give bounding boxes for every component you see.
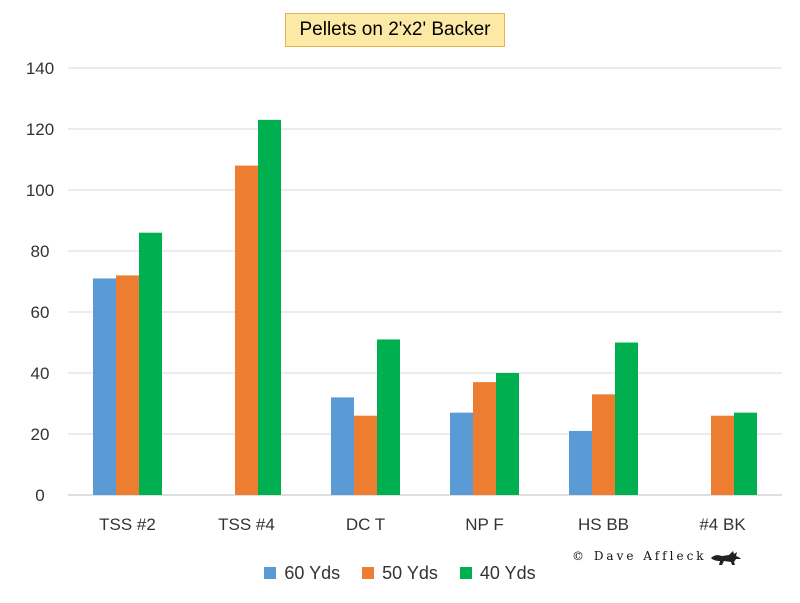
bar-40-yds: [496, 373, 519, 495]
bar-40-yds: [615, 342, 638, 495]
bar-40-yds: [139, 232, 162, 495]
x-tick-label: TSS #2: [99, 515, 156, 534]
bar-40-yds: [734, 412, 757, 495]
bar-60-yds: [93, 278, 116, 495]
x-tick-label: HS BB: [578, 515, 629, 534]
y-tick-label: 100: [26, 181, 54, 200]
y-tick-label: 20: [31, 425, 50, 444]
legend-label: 60 Yds: [284, 562, 341, 583]
y-tick-label: 140: [26, 59, 54, 78]
y-tick-label: 60: [31, 303, 50, 322]
legend-item: 50 Yds: [362, 563, 438, 584]
bar-60-yds: [450, 412, 473, 495]
x-tick-label: NP F: [465, 515, 503, 534]
bar-50-yds: [116, 275, 139, 495]
watermark-text: © Dave Affleck: [572, 549, 707, 563]
legend-label: 50 Yds: [382, 562, 438, 583]
bar-50-yds: [354, 415, 377, 495]
chart-legend: 60 Yds 50 Yds 40 Yds: [0, 558, 800, 588]
bar-60-yds: [331, 397, 354, 495]
bar-50-yds: [711, 415, 734, 495]
legend-item: 40 Yds: [459, 562, 536, 584]
bar-50-yds: [473, 382, 496, 495]
legend-swatch: [362, 567, 375, 579]
y-tick-label: 40: [31, 364, 50, 383]
legend-label: 40 Yds: [479, 562, 536, 583]
x-tick-label: TSS #4: [218, 515, 275, 534]
bar-50-yds: [592, 394, 615, 495]
legend-swatch: [459, 567, 472, 579]
bar-60-yds: [569, 430, 592, 495]
bar-40-yds: [258, 119, 281, 495]
y-tick-label: 0: [35, 486, 44, 505]
y-tick-label: 80: [31, 242, 50, 261]
y-tick-label: 120: [26, 120, 54, 139]
legend-item: 60 Yds: [264, 563, 340, 584]
bar-40-yds: [377, 339, 400, 495]
bar-50-yds: [235, 165, 258, 495]
x-tick-label: #4 BK: [699, 515, 746, 534]
watermark: © Dave Affleck: [572, 546, 743, 566]
fox-icon: [710, 551, 741, 565]
x-tick-label: DC T: [346, 515, 385, 534]
chart-title: Pellets on 2'x2' Backer: [285, 13, 505, 47]
legend-swatch: [264, 567, 277, 579]
